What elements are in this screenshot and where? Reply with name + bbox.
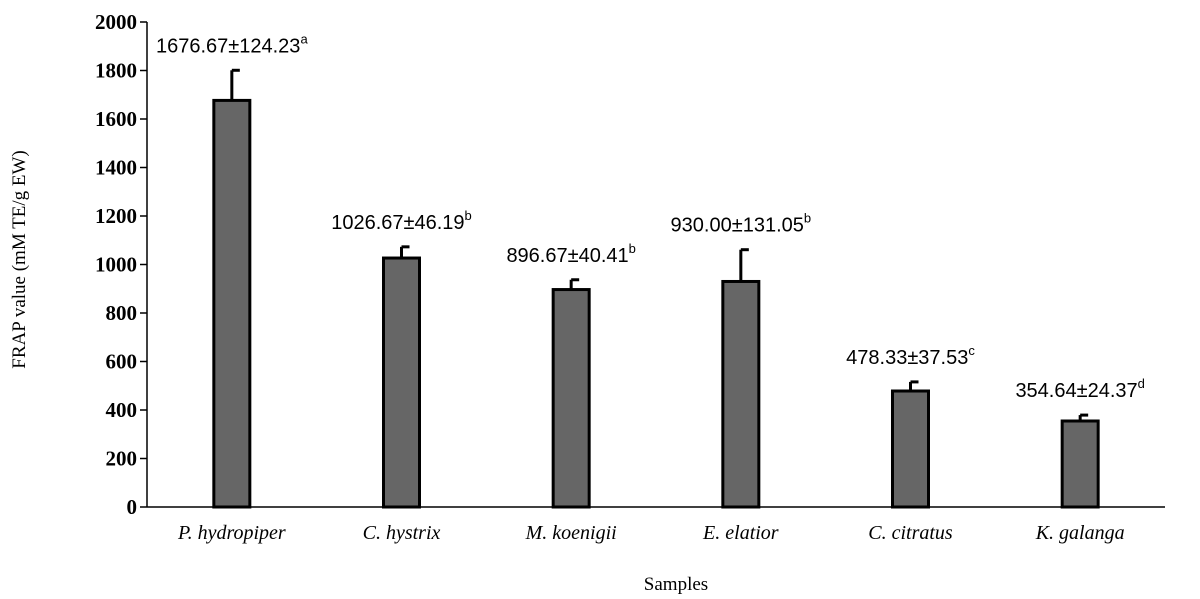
y-tick-label: 1800	[95, 59, 137, 83]
y-tick-label: 1000	[95, 253, 137, 277]
x-axis-categories: P. hydropiper C. hystrix M. koenigii E. ela…	[177, 522, 1125, 544]
y-tick-label: 800	[106, 301, 138, 325]
x-category-label: M. koenigii	[525, 522, 617, 544]
bar	[551, 288, 591, 509]
bar	[382, 256, 421, 509]
y-tick-label: 1400	[95, 156, 137, 180]
y-tick-label: 400	[106, 398, 138, 422]
y-tick-label: 0	[127, 495, 138, 519]
data-labels-group: 1676.67±124.23a 1026.67±46.19b 896.67±40.4…	[156, 31, 1145, 402]
bar	[891, 389, 930, 509]
x-category-label: C. hystrix	[363, 522, 441, 544]
x-axis-title: Samples	[644, 574, 708, 595]
y-tick-label: 200	[106, 447, 138, 471]
y-axis-ticks: 0 200 400 600 800 1000 1200 1400 1600 1800 2000	[95, 10, 147, 519]
bar	[721, 279, 761, 509]
x-category-label: C. citratus	[868, 522, 953, 544]
data-label: 1026.67±46.19b	[331, 208, 472, 234]
error-bars-group	[230, 68, 1089, 421]
y-tick-label: 2000	[95, 10, 137, 34]
data-label: 478.33±37.53c	[846, 343, 975, 369]
bar	[212, 98, 252, 509]
data-label: 930.00±131.05b	[671, 211, 812, 237]
bar	[1060, 419, 1100, 509]
x-category-label: E. elatior	[702, 522, 779, 544]
y-tick-label: 1200	[95, 204, 137, 228]
x-category-label: K. galanga	[1035, 522, 1125, 544]
y-tick-label: 600	[106, 350, 138, 374]
bars-group	[212, 98, 1100, 509]
x-category-label: P. hydropiper	[177, 522, 286, 544]
data-label: 1676.67±124.23a	[156, 31, 308, 57]
data-label: 896.67±40.41b	[506, 241, 635, 267]
y-tick-label: 1600	[95, 107, 137, 131]
data-label: 354.64±24.37d	[1015, 376, 1144, 402]
y-axis-title: FRAP value (mM TE/g EW)	[9, 150, 30, 368]
